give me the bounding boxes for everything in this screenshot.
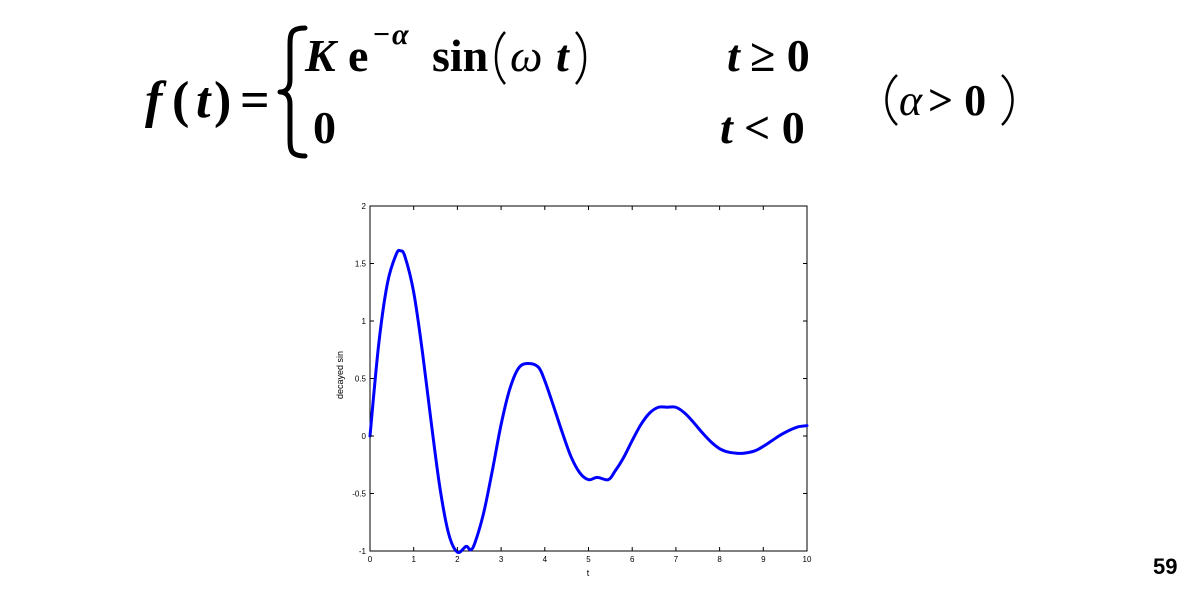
x-axis-label: t: [587, 568, 590, 578]
x-tick-label: 4: [543, 555, 548, 564]
formula-case1-close-paren: [575, 31, 587, 85]
y-tick-label: 1.5: [355, 260, 367, 269]
page-number: 59: [1153, 554, 1178, 579]
formula-lhs-function: f: [145, 72, 167, 129]
y-tick-label: -0.5: [352, 490, 366, 499]
x-tick-label: 6: [630, 555, 635, 564]
formula-lhs-close-paren: ): [214, 72, 231, 129]
formula-left-brace: [277, 25, 308, 159]
plot-area: [368, 205, 809, 554]
y-axis-label: decayed sin: [335, 351, 345, 399]
formula-case1-condition-rel: ≥ 0: [750, 30, 810, 81]
x-tick-label: 0: [368, 555, 373, 564]
formula-case2-condition-t: t: [720, 102, 734, 153]
formula-case1-sin: sin: [432, 30, 488, 81]
x-axis: 0 1 2 3 4 5 6 7 8 9 10: [368, 206, 812, 564]
y-tick-label: 1: [362, 317, 367, 326]
formula-constraint-rel: > 0: [928, 76, 986, 125]
y-axis: -1 -0.5 0 0.5 1 1.5 2: [352, 202, 807, 556]
formula-case-positive: K e − α sin ω t t ≥ 0: [304, 18, 810, 85]
formula-lhs-variable: t: [196, 72, 212, 129]
x-tick-label: 1: [411, 555, 416, 564]
x-tick-label: 10: [803, 555, 812, 564]
formula-constraint-close-paren: [1001, 74, 1014, 126]
formula-case-negative: 0 t < 0: [313, 102, 805, 153]
x-tick-label: 9: [761, 555, 766, 564]
formula-case2-condition-rel: < 0: [744, 102, 805, 153]
y-tick-label: 2: [362, 202, 367, 211]
formula: f ( t ) = K e − α sin ω t t ≥ 0 0 t < 0 …: [145, 18, 1014, 159]
x-tick-label: 2: [455, 555, 460, 564]
formula-constraint: α > 0: [885, 74, 1014, 126]
formula-equals-sign: =: [240, 72, 270, 129]
formula-lhs: f ( t ) =: [145, 72, 270, 129]
formula-constraint-alpha: α: [899, 76, 923, 125]
decayed-sin-chart: 0 1 2 3 4 5 6 7 8 9 10 -1 -0.5 0 0.5 1 1.5 2 t decayed s…: [335, 202, 812, 578]
formula-case1-condition-t: t: [727, 30, 741, 81]
x-tick-label: 3: [499, 555, 504, 564]
formula-case1-K: K: [304, 30, 339, 81]
formula-case2-value: 0: [313, 102, 336, 153]
plot-frame: [369, 205, 808, 552]
y-tick-label: 0.5: [355, 375, 367, 384]
series-line-0: [368, 248, 809, 554]
formula-case1-omega: ω: [510, 30, 542, 81]
x-tick-label: 8: [717, 555, 722, 564]
formula-case1-e: e: [348, 30, 368, 81]
x-tick-label: 7: [674, 555, 679, 564]
x-tick-label: 5: [586, 555, 591, 564]
formula-case1-exp-alpha: α: [392, 18, 409, 51]
formula-constraint-open-paren: [885, 74, 898, 126]
y-tick-label: 0: [362, 432, 367, 441]
formula-lhs-open-paren: (: [172, 72, 189, 129]
formula-case1-open-paren: [494, 31, 506, 85]
formula-case1-t: t: [556, 30, 570, 81]
formula-case1-exp-minus: −: [373, 18, 390, 51]
y-tick-label: -1: [359, 547, 367, 556]
